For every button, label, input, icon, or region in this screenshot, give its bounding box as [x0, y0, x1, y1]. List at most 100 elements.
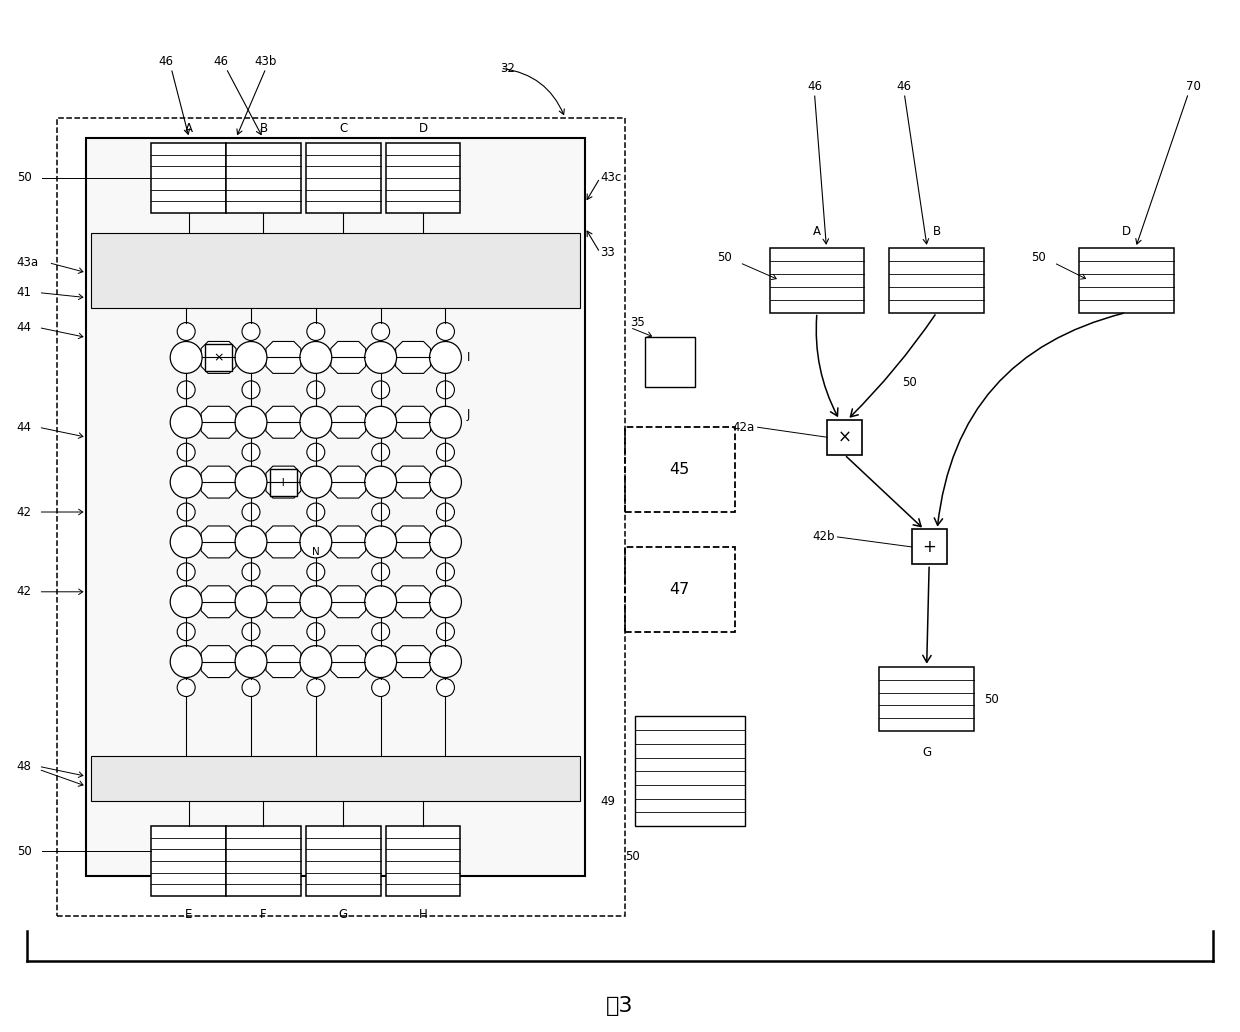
Text: 46: 46 [159, 55, 174, 68]
Circle shape [429, 407, 461, 439]
Polygon shape [396, 586, 430, 618]
Polygon shape [265, 407, 301, 439]
Text: +: + [278, 476, 289, 488]
Circle shape [372, 562, 389, 581]
Circle shape [236, 586, 267, 618]
Circle shape [372, 622, 389, 641]
Polygon shape [201, 407, 236, 439]
Circle shape [372, 323, 389, 341]
Circle shape [372, 503, 389, 521]
Circle shape [306, 323, 325, 341]
Text: 46: 46 [897, 80, 911, 93]
Circle shape [372, 381, 389, 398]
Circle shape [306, 679, 325, 697]
Circle shape [300, 466, 332, 498]
Polygon shape [265, 342, 301, 374]
Text: B: B [932, 225, 941, 237]
Text: I: I [466, 351, 470, 364]
Text: G: G [923, 746, 931, 760]
Polygon shape [396, 466, 430, 498]
Polygon shape [201, 342, 236, 374]
Text: H: H [419, 908, 428, 921]
Bar [911, 529, 946, 565]
Circle shape [436, 679, 454, 697]
Text: E: E [185, 908, 192, 921]
Circle shape [242, 503, 260, 521]
Bar [205, 344, 232, 370]
Bar [226, 827, 301, 896]
Text: 50: 50 [718, 251, 732, 264]
Circle shape [429, 586, 461, 618]
Text: J: J [466, 408, 470, 421]
Text: 70: 70 [1185, 80, 1200, 93]
Polygon shape [331, 407, 366, 439]
Circle shape [236, 526, 267, 558]
Circle shape [242, 622, 260, 641]
Circle shape [170, 407, 202, 439]
Circle shape [177, 562, 195, 581]
Text: 50: 50 [901, 376, 916, 389]
Circle shape [365, 342, 397, 374]
Bar [226, 143, 301, 213]
Text: A: A [813, 225, 821, 237]
Text: ×: × [837, 428, 852, 446]
Bar [635, 716, 745, 827]
Bar [645, 337, 694, 387]
Polygon shape [331, 466, 366, 498]
Circle shape [300, 586, 332, 618]
Text: D: D [1121, 225, 1131, 237]
Circle shape [306, 381, 325, 398]
Polygon shape [331, 646, 366, 678]
Circle shape [177, 443, 195, 461]
Text: 50: 50 [16, 171, 31, 185]
Bar [770, 248, 864, 313]
Text: +: + [923, 538, 936, 556]
Circle shape [372, 443, 389, 461]
Bar [625, 427, 734, 512]
Polygon shape [265, 466, 301, 498]
Polygon shape [331, 526, 366, 558]
Text: 42b: 42b [812, 530, 835, 544]
Text: 43a: 43a [16, 256, 38, 269]
Polygon shape [201, 466, 236, 498]
Circle shape [177, 503, 195, 521]
Text: 44: 44 [16, 421, 32, 433]
Polygon shape [201, 526, 236, 558]
Circle shape [242, 562, 260, 581]
Circle shape [436, 503, 454, 521]
Polygon shape [201, 646, 236, 678]
Text: 50: 50 [625, 849, 640, 863]
Circle shape [365, 586, 397, 618]
Text: 43b: 43b [254, 55, 278, 68]
Bar [625, 547, 734, 632]
Circle shape [300, 342, 332, 374]
Text: D: D [418, 122, 428, 135]
Circle shape [177, 622, 195, 641]
Circle shape [170, 646, 202, 678]
Circle shape [429, 342, 461, 374]
Bar [386, 143, 460, 213]
Text: C: C [339, 122, 347, 135]
Bar [827, 420, 862, 455]
Text: F: F [260, 908, 267, 921]
Circle shape [242, 323, 260, 341]
Text: 48: 48 [16, 760, 31, 773]
Text: 45: 45 [670, 462, 689, 477]
Circle shape [236, 407, 267, 439]
Circle shape [436, 323, 454, 341]
Circle shape [306, 443, 325, 461]
Circle shape [300, 407, 332, 439]
Bar [270, 469, 296, 495]
Bar [889, 248, 985, 313]
Polygon shape [265, 586, 301, 618]
Circle shape [372, 679, 389, 697]
Circle shape [436, 622, 454, 641]
Polygon shape [396, 407, 430, 439]
Polygon shape [265, 526, 301, 558]
Circle shape [429, 466, 461, 498]
Polygon shape [396, 526, 430, 558]
Circle shape [170, 342, 202, 374]
Bar [57, 118, 625, 916]
Text: 43c: 43c [600, 171, 621, 185]
Text: 47: 47 [670, 582, 689, 596]
